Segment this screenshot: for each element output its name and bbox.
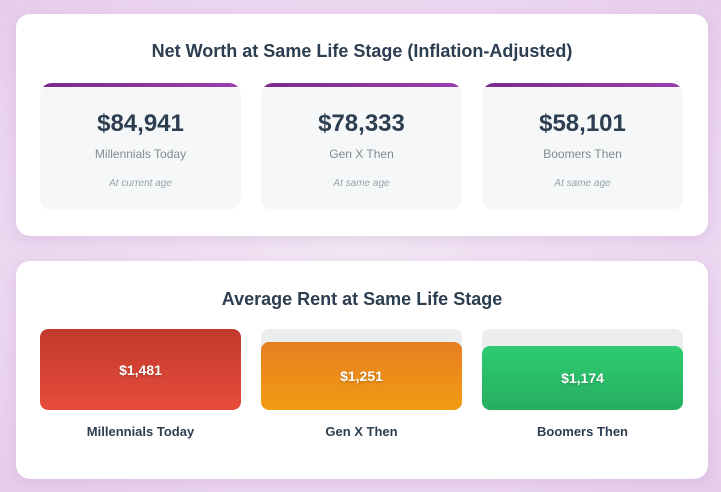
- rent-column-genx: $1,251 Gen X Then: [261, 329, 462, 439]
- rent-title: Average Rent at Same Life Stage: [221, 289, 503, 309]
- rent-bar-fill: $1,251: [261, 342, 462, 410]
- rent-panel: Average Rent at Same Life Stage $1,481 M…: [16, 261, 708, 479]
- net-worth-label: Gen X Then: [329, 147, 394, 161]
- rent-column-millennials: $1,481 Millennials Today: [40, 329, 241, 439]
- rent-bar-track: $1,174: [482, 329, 683, 410]
- net-worth-card-genx: $78,333 Gen X Then At same age: [261, 83, 462, 210]
- rent-bar-value: $1,251: [340, 368, 383, 384]
- rent-bar-track: $1,251: [261, 329, 462, 410]
- net-worth-title: Net Worth at Same Life Stage (Inflation-…: [151, 41, 573, 61]
- net-worth-note: At same age: [554, 178, 611, 189]
- net-worth-panel: Net Worth at Same Life Stage (Inflation-…: [16, 14, 708, 236]
- net-worth-note: At current age: [109, 178, 172, 189]
- net-worth-value: $78,333: [318, 110, 405, 137]
- net-worth-card-boomers: $58,101 Boomers Then At same age: [482, 83, 683, 210]
- net-worth-value: $58,101: [539, 110, 626, 137]
- net-worth-card-millennials: $84,941 Millennials Today At current age: [40, 83, 241, 210]
- rent-bar-label: Millennials Today: [86, 424, 195, 439]
- rent-bar-value: $1,174: [561, 370, 604, 386]
- rent-bar-label: Gen X Then: [325, 424, 398, 439]
- net-worth-label: Millennials Today: [94, 147, 187, 161]
- net-worth-note: At same age: [333, 178, 390, 189]
- rent-column-boomers: $1,174 Boomers Then: [482, 329, 683, 439]
- net-worth-label: Boomers Then: [543, 147, 622, 161]
- rent-bar-fill: $1,174: [482, 346, 683, 410]
- rent-bar-track: $1,481: [40, 329, 241, 410]
- rent-bar-label: Boomers Then: [536, 424, 628, 439]
- net-worth-value: $84,941: [97, 110, 184, 137]
- rent-bar-fill: $1,481: [40, 329, 241, 410]
- rent-bar-value: $1,481: [119, 361, 162, 378]
